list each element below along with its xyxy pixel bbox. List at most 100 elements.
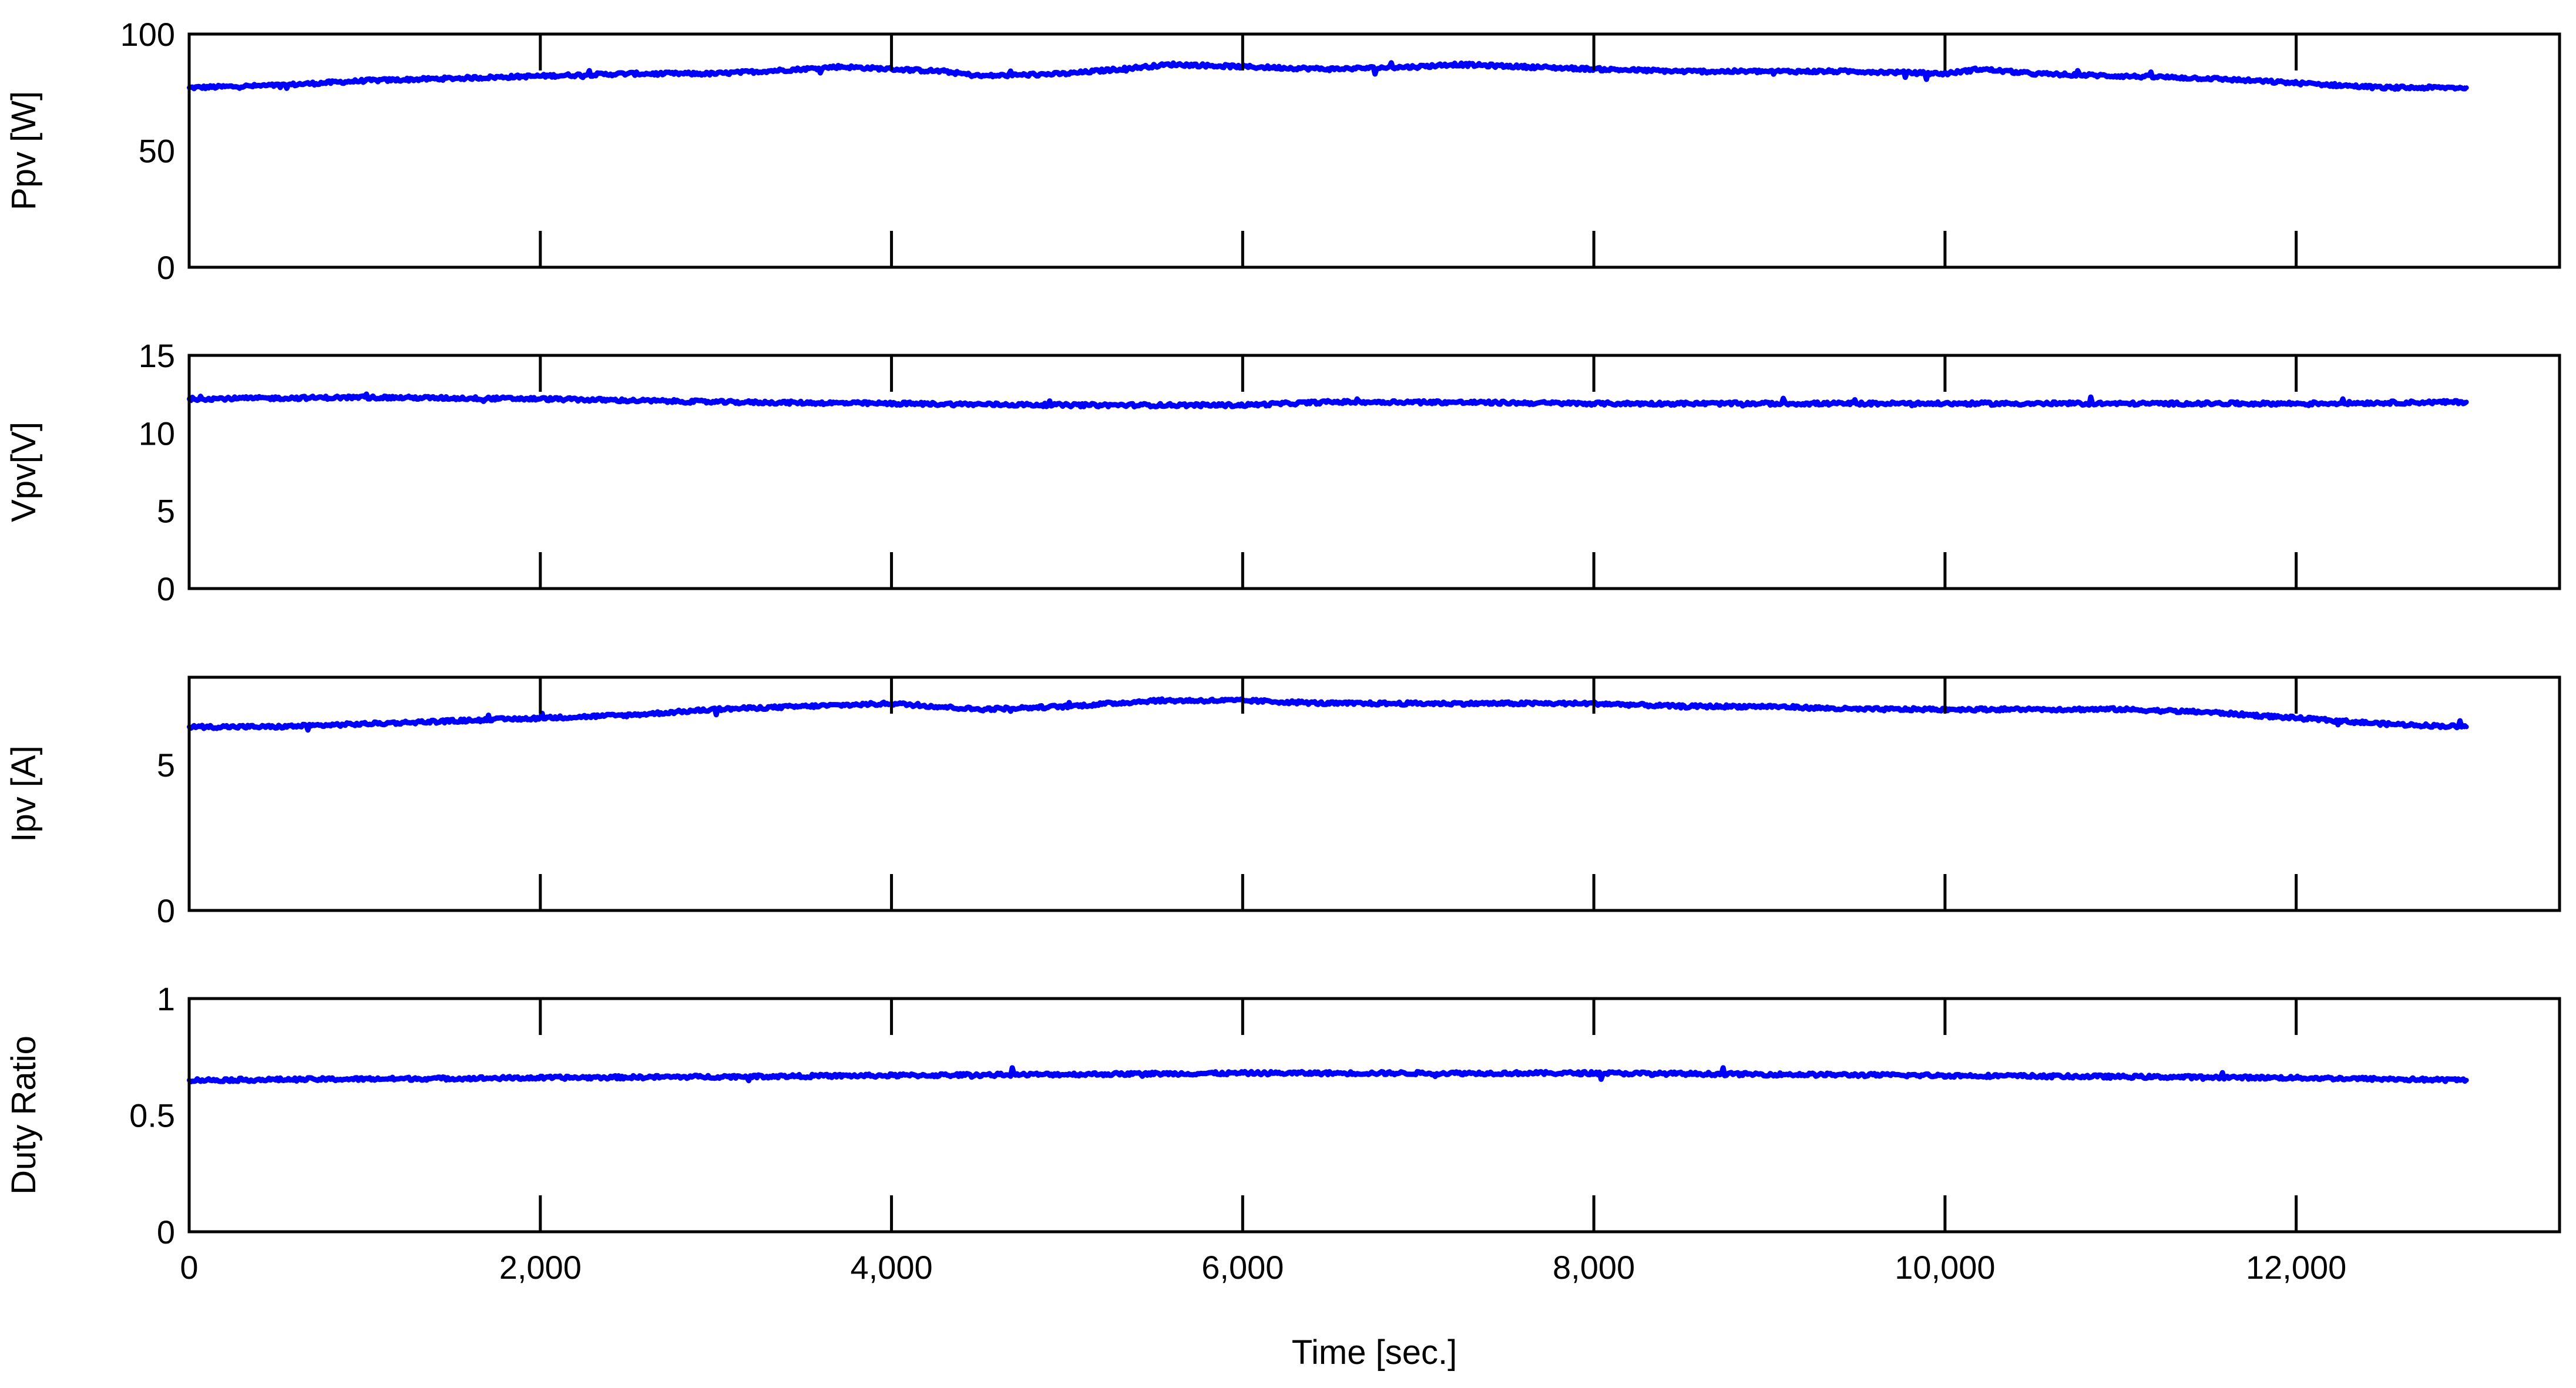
data-point-ipv-17 [1679, 704, 1684, 709]
data-point-vpv-14 [2464, 399, 2469, 405]
data-point-vpv-4 [889, 401, 894, 406]
panel-duty: 0 0.5 1 Duty Ratio [5, 980, 2561, 1251]
plot-frame-duty [187, 997, 2561, 1234]
data-point-ipv-4 [538, 715, 543, 721]
data-point-vpv-12 [2118, 401, 2123, 406]
x-tick-label-0: 0 [180, 1249, 198, 1286]
data-point-vpv-6 [1240, 402, 1245, 408]
data-point-vpv-11 [1942, 401, 1947, 406]
data-point-ipv-13 [1328, 701, 1333, 706]
data-point-vpv-5 [1064, 402, 1070, 408]
series-line-vpv [187, 391, 2468, 409]
y-tick-label-vpv-0: 0 [157, 570, 175, 607]
data-point-ppv-22 [1767, 69, 1772, 74]
data-point-ppv-28 [2206, 76, 2211, 81]
y-tick-label-ppv-0: 0 [157, 249, 175, 286]
y-tick-label-ppv-2: 100 [120, 16, 175, 53]
data-point-ipv-25 [2382, 721, 2387, 727]
data-point-duty-1 [538, 1076, 543, 1080]
data-point-ipv-23 [2206, 710, 2211, 715]
data-point-ipv-18 [1767, 704, 1772, 709]
data-point-ppv-5 [626, 71, 631, 76]
data-point-duty-7 [2464, 1078, 2469, 1083]
data-point-ppv-8 [836, 64, 841, 69]
x-tick-label-3: 6,000 [1201, 1249, 1284, 1286]
y-tick-label-duty-1: 0.5 [129, 1097, 175, 1134]
data-point-ppv-16 [1328, 66, 1333, 72]
data-point-ppv-11 [977, 73, 982, 79]
data-point-ipv-15 [1503, 701, 1509, 706]
data-point-vpv-2 [538, 396, 543, 402]
x-tick-label-6: 12,000 [2246, 1249, 2346, 1286]
data-point-ipv-26 [2464, 724, 2469, 730]
data-point-vpv-13 [2293, 401, 2299, 406]
data-point-ipv-24 [2293, 715, 2299, 721]
data-point-ipv-11 [1152, 698, 1157, 703]
x-tick-label-4: 8,000 [1553, 1249, 1635, 1286]
data-point-ppv-12 [1064, 71, 1070, 76]
data-point-ipv-10 [1064, 704, 1070, 709]
data-point-duty-5 [1942, 1073, 1947, 1078]
data-point-duty-6 [2293, 1076, 2299, 1080]
data-point-ipv-5 [626, 713, 631, 718]
data-point-ppv-30 [2382, 85, 2387, 90]
data-point-ipv-7 [801, 704, 807, 709]
y-tick-label-vpv-3: 15 [139, 337, 175, 374]
series-line-duty [188, 1065, 2469, 1084]
data-point-ipv-1 [274, 724, 280, 730]
data-point-ipv-3 [450, 718, 455, 724]
data-point-ppv-7 [801, 66, 807, 72]
data-point-ipv-2 [362, 721, 367, 727]
data-point-duty-3 [1240, 1071, 1245, 1076]
data-point-ppv-6 [713, 71, 718, 76]
data-point-ipv-9 [977, 707, 982, 712]
panel-vpv: 0 5 10 15 Vpv[V] [5, 337, 2561, 607]
data-point-vpv-9 [1591, 401, 1597, 406]
data-point-ppv-24 [1942, 71, 1947, 76]
y-axis-title-ppv: Ppv [W] [5, 91, 43, 210]
data-point-vpv-1 [362, 395, 367, 400]
plot-frame-vpv [187, 354, 2561, 590]
data-point-ppv-23 [1855, 69, 1860, 74]
data-point-ipv-14 [1416, 701, 1421, 706]
data-point-ppv-25 [1977, 66, 1983, 72]
data-point-ppv-31 [2464, 85, 2469, 90]
y-axis-title-vpv: Vpv[V] [5, 422, 43, 522]
data-point-duty-2 [889, 1073, 894, 1078]
data-point-ppv-4 [538, 73, 543, 79]
x-tick-label-1: 2,000 [499, 1249, 582, 1286]
x-tick-label-2: 4,000 [850, 1249, 932, 1286]
data-point-vpv-3 [713, 399, 718, 405]
y-tick-label-duty-2: 1 [157, 980, 175, 1017]
y-tick-label-ipv-0: 0 [157, 892, 175, 929]
panel-ppv: 0 50 100 Ppv [W] [5, 16, 2561, 286]
y-axis-title-ipv: Ipv [A] [5, 745, 43, 842]
data-point-vpv-7 [1328, 399, 1333, 405]
series-line-ipv [187, 696, 2469, 733]
y-axis-title-duty: Duty Ratio [5, 1036, 43, 1195]
data-point-ppv-29 [2293, 80, 2299, 86]
data-point-ppv-18 [1451, 62, 1456, 67]
data-point-ipv-19 [1855, 707, 1860, 712]
data-point-duty-4 [1591, 1071, 1597, 1076]
data-point-ppv-13 [1117, 66, 1123, 72]
data-point-ppv-17 [1416, 64, 1421, 69]
y-tick-label-ppv-1: 50 [139, 133, 175, 170]
data-point-ppv-1 [274, 83, 280, 88]
data-point-ipv-21 [2030, 707, 2036, 712]
data-point-ppv-21 [1679, 69, 1684, 74]
data-point-vpv-8 [1416, 399, 1421, 405]
x-axis-title: Time [sec.] [1292, 1333, 1457, 1372]
data-point-ppv-19 [1521, 64, 1526, 69]
data-point-ipv-22 [2118, 707, 2123, 712]
plot-frame-ipv [187, 675, 2561, 912]
series-line-ppv [188, 60, 2469, 92]
data-point-ppv-26 [2030, 71, 2036, 76]
y-tick-label-duty-0: 0 [157, 1214, 175, 1251]
data-point-ppv-2 [362, 78, 367, 83]
x-tick-label-5: 10,000 [1895, 1249, 1995, 1286]
data-point-ipv-6 [713, 707, 718, 712]
y-tick-label-vpv-1: 5 [157, 493, 175, 530]
